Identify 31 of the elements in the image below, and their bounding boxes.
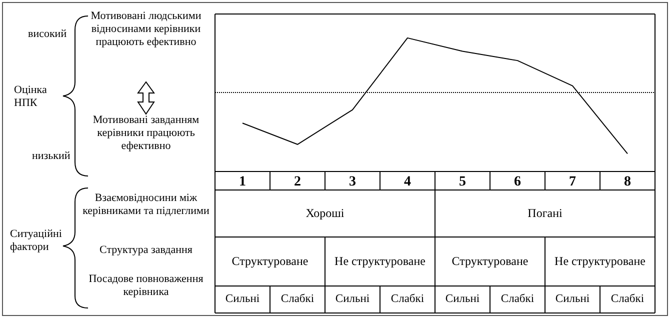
text: Погані	[526, 204, 564, 222]
text: Слабкі	[500, 292, 536, 307]
x-tick-label: 2	[294, 174, 301, 190]
text: Слабкі	[610, 292, 646, 307]
x-tick-label: 6	[514, 174, 521, 190]
text: Сильні	[334, 292, 371, 307]
text: Не структуроване	[554, 252, 646, 270]
text: Сильні	[554, 292, 591, 307]
text: Ситуаційні фактори	[10, 228, 63, 254]
x-tick-label: 8	[624, 174, 631, 190]
text: Мотивовані людськими відносинами керівники працюють ефективно	[90, 10, 202, 50]
text: Оцінка НПК	[14, 84, 48, 110]
x-tick-label: 5	[459, 174, 466, 190]
text: Слабкі	[280, 292, 316, 307]
text: Структура завдання	[98, 244, 194, 258]
x-tick-label: 1	[239, 174, 246, 190]
text: високий	[28, 28, 68, 42]
text: Не структуроване	[334, 252, 426, 270]
text: Сильні	[444, 292, 481, 307]
text: низький	[32, 150, 72, 164]
text: Структуроване	[450, 252, 530, 270]
x-tick-label: 4	[404, 174, 411, 190]
x-tick-label: 3	[349, 174, 356, 190]
text: Сильні	[224, 292, 261, 307]
text: Хороші	[304, 204, 346, 222]
text: Слабкі	[390, 292, 426, 307]
x-tick-label: 7	[569, 174, 576, 190]
text: Структуроване	[230, 252, 310, 270]
text: Взаємовідносини між керівниками та підлеглими	[82, 192, 210, 218]
text: Посадове повноваження керівника	[88, 273, 204, 300]
text: Мотивовані завданням керівники працюють ефективно	[92, 114, 200, 154]
